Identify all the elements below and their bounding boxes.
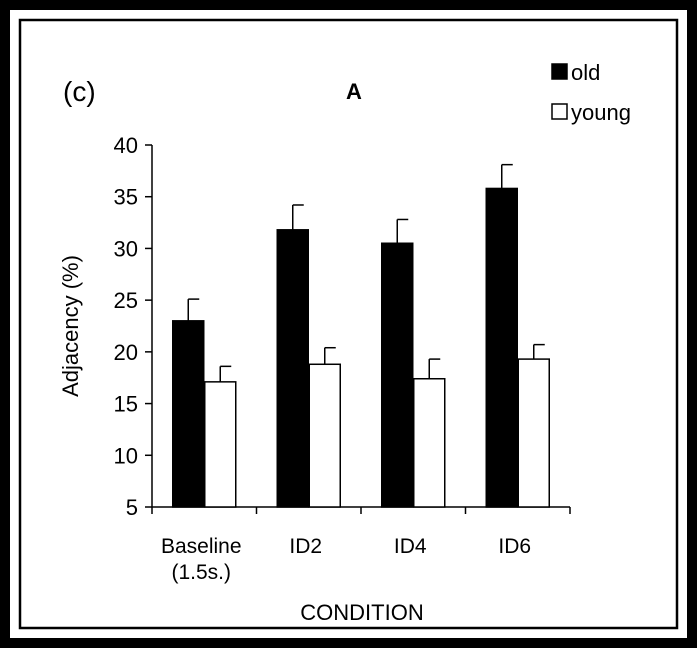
bar-young	[308, 363, 341, 508]
y-tick-label: 25	[114, 288, 138, 313]
legend-swatch-old	[551, 63, 568, 80]
y-tick-label: 35	[114, 185, 138, 210]
bar-old	[381, 242, 414, 508]
x-axis-label: CONDITION	[300, 600, 423, 625]
bar-old	[172, 320, 205, 508]
bars	[172, 187, 550, 508]
x-tick-label: ID6	[498, 535, 531, 558]
y-tick-label: 15	[114, 392, 138, 417]
error-bars	[187, 163, 545, 382]
x-tick-label: ID4	[394, 535, 427, 558]
x-tick-label: ID2	[289, 535, 322, 558]
bar-young	[204, 381, 237, 508]
chart-title: A	[346, 79, 362, 104]
x-tick-label: Baseline (1.5s.)	[161, 535, 242, 584]
legend-swatch-young	[551, 103, 568, 120]
x-ticks	[151, 507, 571, 514]
y-axis-label: Adjacency (%)	[58, 255, 83, 397]
x-tick-labels: Baseline (1.5s.) ID2 ID4 ID6	[161, 535, 531, 584]
legend-label-young: young	[571, 100, 631, 125]
bar-old	[276, 229, 309, 508]
y-tick-label: 20	[114, 340, 138, 365]
y-tick-label: 40	[114, 133, 138, 158]
y-ticks: 5 10 15 20 25 30 35 40	[114, 133, 152, 520]
y-tick-label: 5	[126, 495, 138, 520]
y-tick-label: 30	[114, 236, 138, 261]
y-tick-label: 10	[114, 443, 138, 468]
inner-border	[18, 18, 679, 630]
panel-label: (c)	[63, 76, 96, 107]
bar-old	[485, 187, 518, 508]
legend: old young	[551, 60, 631, 125]
bar-young	[413, 377, 446, 508]
bar-young	[517, 358, 550, 508]
legend-label-old: old	[571, 60, 600, 85]
